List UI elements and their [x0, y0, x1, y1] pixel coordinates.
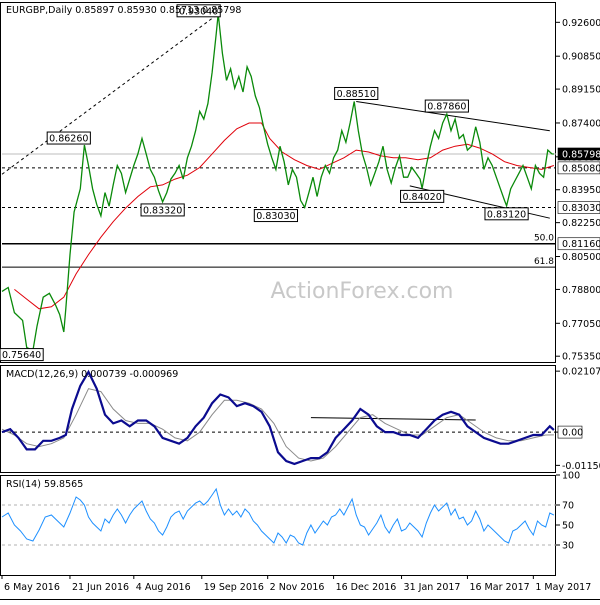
- axis-label-text: 0.00: [562, 428, 583, 439]
- y-tick-label: 0.75350: [562, 352, 600, 363]
- x-tick-label: 4 Aug 2016: [136, 582, 191, 593]
- annotation-label: 0.88510: [337, 89, 376, 100]
- x-tick-label: 21 Jun 2016: [72, 582, 129, 593]
- axis-price-label: 0.81160: [558, 238, 600, 251]
- macd-trendline: [311, 418, 476, 420]
- axis-price-label: 0.85080: [558, 162, 600, 175]
- annotation-label: 0.75640: [2, 350, 41, 361]
- price-title: EURGBP,Daily 0.85897 0.85930 0.85713 0.8…: [6, 5, 241, 16]
- annotation-label: 0.83030: [256, 211, 295, 222]
- y-tick-label: 0.83950: [562, 185, 600, 196]
- x-axis: 6 May 2016 21 Jun 2016 4 Aug 2016 19 Sep 20…: [0, 575, 600, 600]
- price-annotation: 0.88510: [335, 87, 378, 100]
- rsi-line: [2, 489, 554, 545]
- y-tick-label: 0.77050: [562, 319, 600, 330]
- trendline: [2, 14, 218, 174]
- rsi-panel: 100 70 50 30 RSI(14) 59.8565: [1, 471, 581, 576]
- price-annotation: 0.83120: [485, 208, 528, 221]
- price-annotation: 0.83320: [141, 204, 184, 217]
- annotation-label: 0.83320: [143, 205, 182, 216]
- x-tick-label: 1 May 2017: [535, 582, 591, 593]
- axis-price-label: 0.85798: [558, 148, 600, 161]
- price-panel: ActionForex.com50.061.80.930400.885100.8…: [0, 3, 600, 363]
- fib-label: 50.0: [534, 234, 554, 244]
- annotation-label: 0.86260: [49, 134, 88, 145]
- y-tick-label: 30: [562, 541, 574, 552]
- annotation-label: 0.83120: [487, 209, 526, 220]
- annotation-label: 0.84020: [402, 192, 441, 203]
- watermark: ActionForex.com: [271, 279, 454, 304]
- y-tick-label: 0.021074: [562, 367, 600, 378]
- x-tick-label: 19 Sep 2016: [204, 582, 264, 593]
- fib-label: 61.8: [534, 257, 554, 267]
- x-tick-label: 2 Nov 2016: [270, 582, 325, 593]
- price-annotation: 0.75640: [0, 349, 43, 362]
- annotation-label: 0.87860: [427, 102, 466, 113]
- rsi-panel-frame: [1, 476, 556, 576]
- y-tick-label: 0.80500: [562, 252, 600, 263]
- y-tick-label: 0.90850: [562, 52, 600, 63]
- y-tick-label: 50: [562, 521, 574, 532]
- axis-label-text: 0.83030: [562, 203, 600, 214]
- price-annotation: 0.84020: [401, 190, 444, 203]
- x-tick-label: 31 Jan 2017: [404, 582, 461, 593]
- y-tick-label: 0.87400: [562, 118, 600, 129]
- x-tick-label: 6 May 2016: [4, 582, 60, 593]
- y-tick-label: 100: [562, 471, 580, 482]
- x-tick-label: 16 Mar 2017: [469, 582, 529, 593]
- macd-title: MACD(12,26,9) 0.000739 -0.000969: [6, 369, 178, 380]
- x-tick-label: 16 Dec 2016: [336, 582, 397, 593]
- axis-price-label: 0.83030: [558, 202, 600, 215]
- axis-macd-label: 0.00: [558, 426, 583, 439]
- y-tick-label: 0.82250: [562, 218, 600, 229]
- price-annotation: 0.86260: [47, 132, 90, 145]
- rsi-title: RSI(14) 59.8565: [6, 479, 83, 490]
- y-tick-label: 0.92600: [562, 18, 600, 29]
- price-annotation: 0.83030: [254, 210, 297, 223]
- axis-label-text: 0.85798: [562, 149, 600, 160]
- y-tick-label: 0.89150: [562, 85, 600, 96]
- price-annotation: 0.87860: [425, 100, 468, 113]
- y-tick-label: 0.78800: [562, 285, 600, 296]
- price-panel-frame: [1, 3, 556, 363]
- y-tick-label: 70: [562, 501, 574, 512]
- axis-label-text: 0.81160: [562, 239, 600, 250]
- macd-line: [2, 372, 554, 464]
- axis-label-text: 0.85080: [562, 163, 600, 174]
